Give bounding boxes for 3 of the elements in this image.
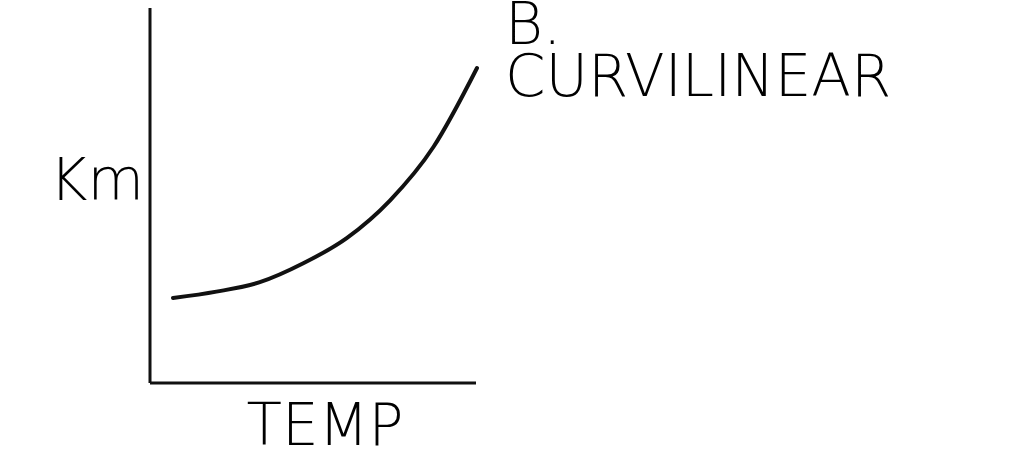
x-axis-title: TEMP [246,391,404,451]
text: B. CURVILINEAR [505,0,892,110]
y-axis-title: Km [49,146,144,214]
